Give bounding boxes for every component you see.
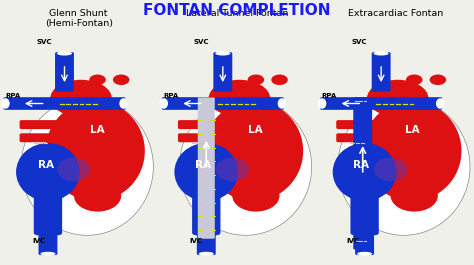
FancyBboxPatch shape (372, 52, 391, 92)
Ellipse shape (367, 80, 428, 117)
FancyBboxPatch shape (320, 97, 442, 110)
Ellipse shape (278, 98, 286, 109)
Ellipse shape (159, 98, 168, 109)
Text: Glenn Shunt
(Hemi-Fontan): Glenn Shunt (Hemi-Fontan) (45, 8, 113, 28)
Ellipse shape (199, 252, 214, 256)
Ellipse shape (174, 143, 238, 201)
Ellipse shape (119, 98, 128, 109)
Ellipse shape (247, 74, 264, 85)
Ellipse shape (271, 74, 288, 85)
Text: RPA: RPA (164, 92, 179, 99)
Ellipse shape (40, 252, 55, 256)
FancyBboxPatch shape (55, 52, 74, 92)
Ellipse shape (374, 158, 407, 181)
FancyBboxPatch shape (34, 188, 62, 235)
Ellipse shape (216, 158, 249, 181)
Text: RA: RA (195, 160, 211, 170)
Ellipse shape (333, 143, 397, 201)
Ellipse shape (436, 98, 445, 109)
Ellipse shape (179, 98, 312, 235)
Text: SVC: SVC (193, 38, 209, 45)
Ellipse shape (46, 101, 145, 201)
FancyBboxPatch shape (355, 218, 374, 255)
FancyBboxPatch shape (336, 120, 379, 129)
FancyBboxPatch shape (213, 52, 232, 92)
Text: LA: LA (248, 125, 263, 135)
Text: RPA: RPA (5, 92, 21, 99)
Ellipse shape (57, 158, 91, 181)
FancyBboxPatch shape (353, 97, 372, 250)
Text: SVC: SVC (351, 38, 367, 45)
Ellipse shape (374, 51, 389, 56)
Text: FONTAN COMPLETION: FONTAN COMPLETION (143, 3, 331, 18)
Ellipse shape (74, 180, 121, 211)
FancyBboxPatch shape (192, 188, 220, 235)
Ellipse shape (391, 180, 438, 211)
Ellipse shape (357, 252, 372, 256)
Text: Extracardiac Fontan: Extracardiac Fontan (348, 8, 443, 17)
Text: LA: LA (91, 125, 105, 135)
Ellipse shape (1, 98, 9, 109)
Text: RA: RA (353, 160, 369, 170)
FancyBboxPatch shape (350, 188, 379, 235)
Text: SVC: SVC (36, 38, 52, 45)
Ellipse shape (406, 74, 422, 85)
Text: LA: LA (405, 125, 420, 135)
Ellipse shape (232, 180, 280, 211)
Text: RA: RA (37, 160, 54, 170)
Text: IVC: IVC (32, 238, 45, 244)
FancyBboxPatch shape (3, 97, 126, 110)
Ellipse shape (57, 51, 72, 56)
FancyBboxPatch shape (178, 133, 220, 142)
Text: RPA: RPA (321, 92, 337, 99)
Text: IVC: IVC (189, 238, 202, 244)
Ellipse shape (113, 74, 129, 85)
FancyBboxPatch shape (38, 218, 57, 255)
Ellipse shape (50, 80, 112, 117)
FancyBboxPatch shape (336, 133, 379, 142)
FancyBboxPatch shape (198, 98, 215, 239)
FancyBboxPatch shape (19, 133, 62, 142)
FancyBboxPatch shape (197, 218, 216, 255)
Ellipse shape (362, 101, 462, 201)
Ellipse shape (429, 74, 446, 85)
Ellipse shape (318, 98, 326, 109)
Ellipse shape (209, 80, 270, 117)
Text: IVC: IVC (346, 238, 360, 244)
Ellipse shape (337, 98, 470, 235)
Ellipse shape (21, 98, 154, 235)
Ellipse shape (89, 74, 106, 85)
FancyBboxPatch shape (162, 97, 284, 110)
Ellipse shape (204, 101, 303, 201)
Ellipse shape (215, 51, 230, 56)
Text: Lateral Tunnel Fontan: Lateral Tunnel Fontan (186, 8, 288, 17)
FancyBboxPatch shape (178, 120, 220, 129)
FancyBboxPatch shape (19, 120, 62, 129)
Ellipse shape (16, 143, 80, 201)
